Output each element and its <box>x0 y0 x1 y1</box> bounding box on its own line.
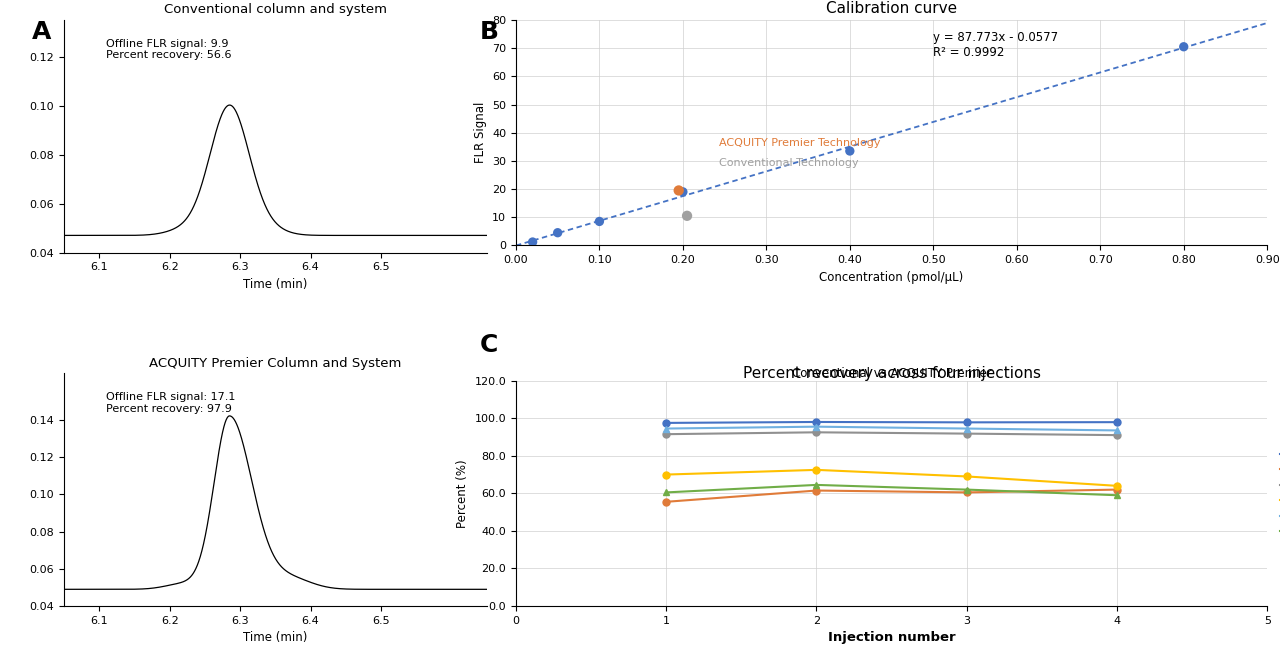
Text: y = 87.773x - 0.0577
R² = 0.9992: y = 87.773x - 0.0577 R² = 0.9992 <box>933 31 1059 59</box>
Line: Conventional set 1: Conventional set 1 <box>663 466 1120 490</box>
Average (conventional) <box>658 424 673 432</box>
Average (ACQUITY Premier) <box>1110 486 1125 494</box>
Point <box>548 227 568 238</box>
Point <box>1174 41 1194 52</box>
Y-axis label: Percent (%): Percent (%) <box>456 459 468 527</box>
Text: Conventional Technology: Conventional Technology <box>719 159 859 168</box>
ACQUITY Premier set 2 <box>809 428 824 436</box>
Text: Conventional vs ACQUITY Premier: Conventional vs ACQUITY Premier <box>792 366 992 380</box>
X-axis label: Time (min): Time (min) <box>243 631 307 644</box>
ACQUITY Premier set 1 <box>658 419 673 427</box>
X-axis label: Injection number: Injection number <box>828 631 955 644</box>
Line: Average (ACQUITY Premier): Average (ACQUITY Premier) <box>663 486 1120 505</box>
Conventional set 1 <box>1110 482 1125 490</box>
X-axis label: Concentration (pmol/µL): Concentration (pmol/µL) <box>819 270 964 284</box>
Text: Offline FLR signal: 17.1
Percent recovery: 97.9: Offline FLR signal: 17.1 Percent recover… <box>106 392 236 414</box>
Conventional set 1 <box>658 471 673 479</box>
Text: B: B <box>480 20 499 44</box>
Point <box>668 185 689 196</box>
Text: ACQUITY Premier Technology: ACQUITY Premier Technology <box>719 139 881 149</box>
Point <box>840 146 860 157</box>
Title: Percent recovery across four injections: Percent recovery across four injections <box>742 366 1041 381</box>
ACQUITY Premier set 2 <box>658 430 673 438</box>
ACQUITY Premier set 2 <box>959 430 974 438</box>
Point <box>522 236 543 247</box>
Conventional set 2 <box>809 481 824 489</box>
Line: ACQUITY Premier set 2: ACQUITY Premier set 2 <box>663 429 1120 439</box>
Average (conventional) <box>1110 426 1125 434</box>
Conventional set 2 <box>1110 492 1125 500</box>
ACQUITY Premier set 1 <box>1110 418 1125 426</box>
Average (conventional) <box>959 424 974 432</box>
Conventional set 1 <box>959 472 974 480</box>
Point <box>673 186 694 197</box>
Title: Conventional column and system: Conventional column and system <box>164 3 387 16</box>
Average (ACQUITY Premier) <box>959 488 974 496</box>
Line: ACQUITY Premier set 1: ACQUITY Premier set 1 <box>663 418 1120 426</box>
Line: Average (conventional): Average (conventional) <box>663 423 1120 434</box>
ACQUITY Premier set 2 <box>1110 431 1125 439</box>
X-axis label: Time (min): Time (min) <box>243 278 307 291</box>
Text: C: C <box>480 333 498 357</box>
Average (ACQUITY Premier) <box>809 487 824 495</box>
Y-axis label: FLR Signal: FLR Signal <box>474 102 486 163</box>
Average (ACQUITY Premier) <box>658 498 673 505</box>
ACQUITY Premier set 1 <box>959 418 974 426</box>
Line: Conventional set 2: Conventional set 2 <box>663 482 1120 499</box>
Average (conventional) <box>809 423 824 431</box>
Conventional set 1 <box>809 466 824 474</box>
Title: Calibration curve: Calibration curve <box>826 1 957 16</box>
Title: ACQUITY Premier Column and System: ACQUITY Premier Column and System <box>148 356 402 370</box>
Conventional set 2 <box>959 486 974 494</box>
Point <box>589 216 609 226</box>
Point <box>677 210 698 221</box>
ACQUITY Premier set 1 <box>809 418 824 426</box>
Text: Offline FLR signal: 9.9
Percent recovery: 56.6: Offline FLR signal: 9.9 Percent recovery… <box>106 39 232 60</box>
Conventional set 2 <box>658 488 673 496</box>
Text: A: A <box>32 20 51 44</box>
